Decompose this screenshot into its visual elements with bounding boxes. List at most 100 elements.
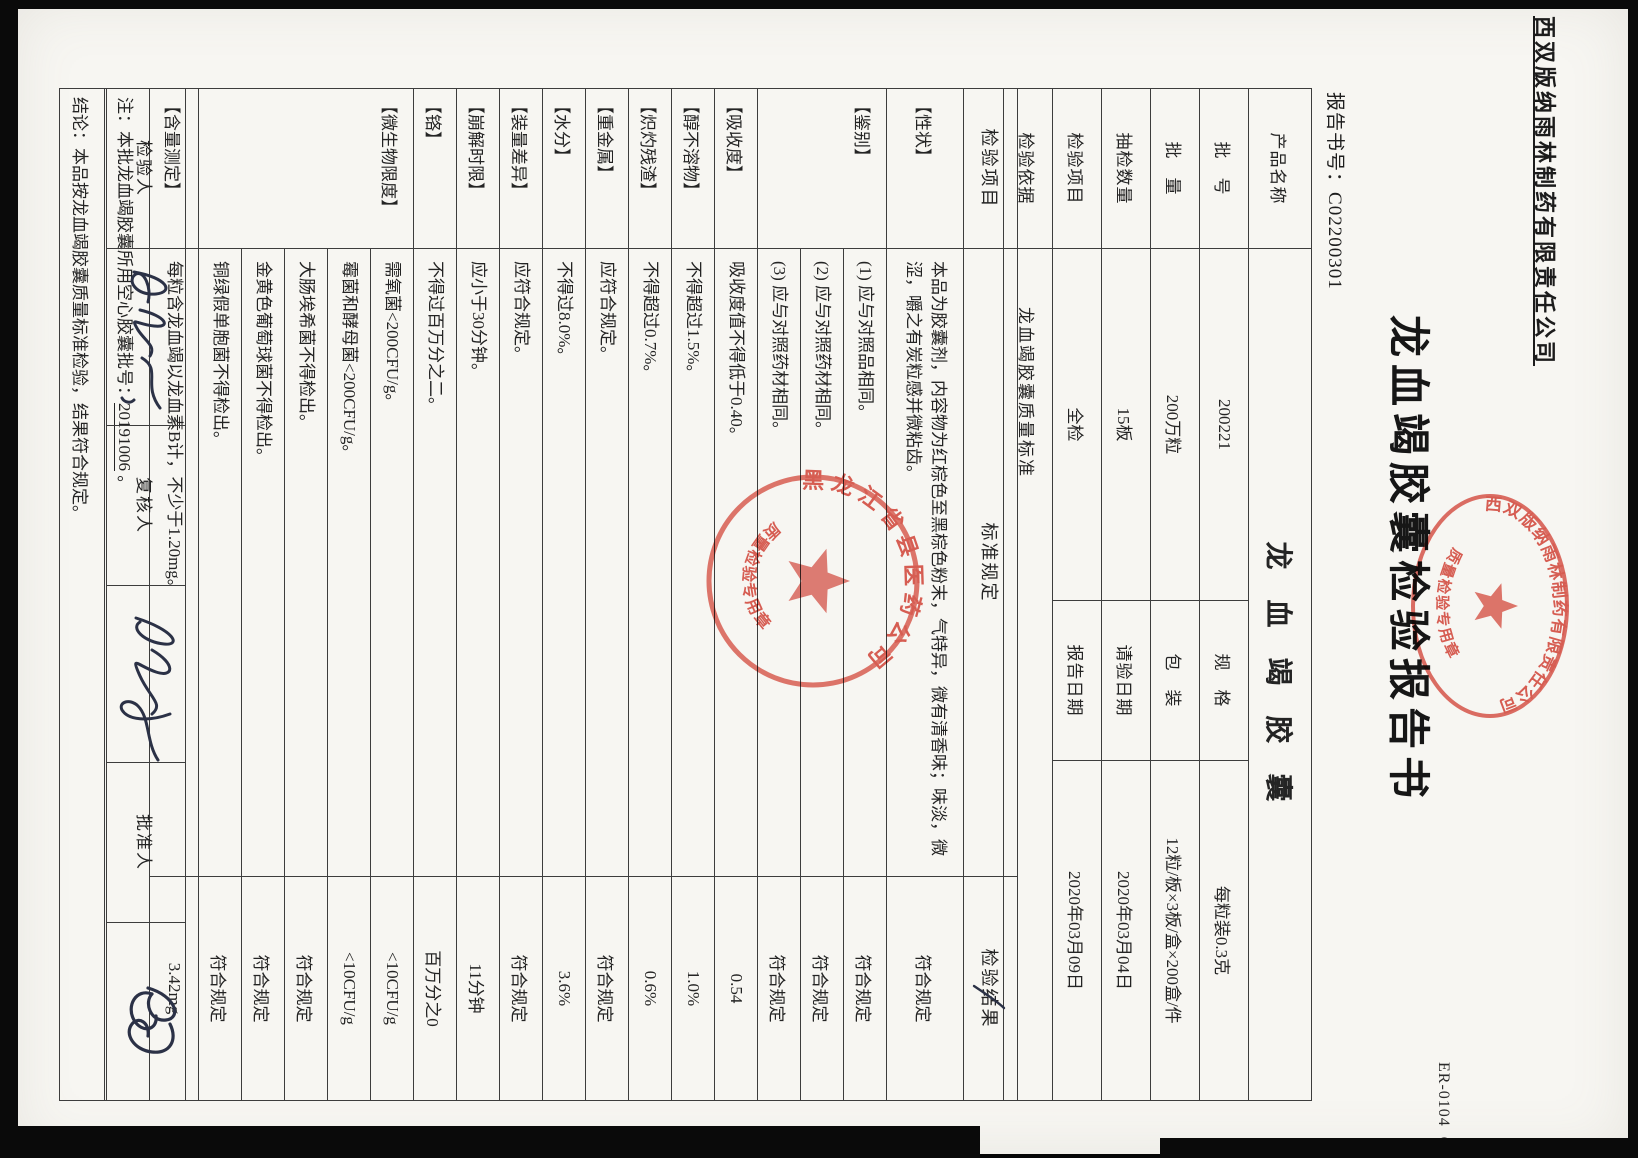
table-row: 【水分】 不得过8.0%。 3.6% bbox=[542, 88, 586, 1101]
table-row: 检验项目 全检 报告日期 2020年03月09日 bbox=[1052, 88, 1102, 1101]
table-row: 批 号 200221 规 格 每粒装0.3克 bbox=[1199, 88, 1249, 1101]
row-result: 1.0% bbox=[671, 876, 715, 1101]
product-name-value: 龙血竭胶囊 bbox=[1248, 248, 1312, 1101]
row-spec: 大肠埃希菌不得检出。 bbox=[284, 248, 328, 877]
approver-signature bbox=[127, 986, 177, 1054]
stamp-bottom-text: 质量检验专用章 bbox=[1433, 545, 1466, 663]
row-item: 【重金属】 bbox=[585, 88, 629, 249]
row-spec: 应小于30分钟。 bbox=[456, 248, 500, 877]
table-row: 【装量差异】 应符合规定。 符合规定 bbox=[499, 88, 543, 1101]
row-result: 符合规定 bbox=[757, 876, 801, 1101]
row-result: 符合规定 bbox=[241, 876, 285, 1101]
scan-border bbox=[0, 0, 1638, 9]
row-spec: 金黄色葡萄球菌不得检出。 bbox=[241, 248, 285, 877]
svg-text:质量检验专用章: 质量检验专用章 bbox=[1433, 545, 1466, 663]
row-result: 百万分之0 bbox=[413, 876, 457, 1101]
company-seal-stamp: 西双版纳雨林制药有限责任公司 质量检验专用章 bbox=[1411, 494, 1570, 718]
report-number: 报告书号：C02200301 bbox=[1323, 92, 1350, 290]
scan-border bbox=[1628, 0, 1638, 1158]
row-result: 3.6% bbox=[542, 876, 586, 1101]
signature-table: 检验人 复核人 批准人 bbox=[106, 88, 186, 1101]
row-spec: 铜绿假单胞菌不得检出。 bbox=[198, 248, 242, 877]
row-item: 【吸收度】 bbox=[714, 88, 758, 249]
table-row: 【铬】 不得过百万分之二。 百万分之0 bbox=[413, 88, 457, 1101]
row-item: 【性状】 bbox=[886, 88, 964, 249]
conclusion-row: 结论：本品按龙血竭胶囊质量标准检验，结果符合规定。 bbox=[59, 88, 105, 1101]
row-result: <10CFU/g bbox=[327, 876, 371, 1101]
table-row: 抽检数量 15板 请验日期 2020年03月04日 bbox=[1101, 88, 1151, 1101]
packing-value: 12粒/板×3板/盒×200盒/件 bbox=[1150, 760, 1200, 1101]
row-spec: 不得过8.0%。 bbox=[542, 248, 586, 877]
row-item: 【微生物限度】 bbox=[198, 88, 414, 249]
row-result: 符合规定 bbox=[886, 876, 964, 1101]
stamp-star-icon bbox=[1474, 583, 1518, 629]
stamp-star-icon bbox=[788, 548, 850, 614]
info-table: 产品名称 龙血竭胶囊 批 号 200221 规 格 每粒装0.3克 批 量 20… bbox=[1003, 88, 1312, 1101]
receiver-seal-stamp: 黑龙江省县医药公司 质量检验专用章 bbox=[706, 468, 926, 688]
row-result: 0.54 bbox=[714, 876, 758, 1101]
row-result: 符合规定 bbox=[284, 876, 328, 1101]
row-spec: 应符合规定。 bbox=[499, 248, 543, 877]
row-result: 符合规定 bbox=[499, 876, 543, 1101]
batch-qty-value: 200万粒 bbox=[1150, 248, 1200, 601]
report-number-label: 报告书号： bbox=[1324, 92, 1345, 193]
test-items-label: 检验项目 bbox=[1052, 88, 1102, 249]
table-row: 【炽灼残渣】 不得超过0.7%。 0.6% bbox=[628, 88, 672, 1101]
product-name-label: 产品名称 bbox=[1248, 88, 1312, 249]
report-number-value: C02200301 bbox=[1324, 192, 1345, 290]
row-result: <10CFU/g bbox=[370, 876, 414, 1101]
signature-row: 检验人 复核人 批准人 bbox=[106, 88, 186, 1101]
handwritten-tick bbox=[972, 984, 1006, 1010]
row-item: 【装量差异】 bbox=[499, 88, 543, 249]
sample-qty-label: 抽检数量 bbox=[1101, 88, 1151, 249]
row-item: 【铬】 bbox=[413, 88, 457, 249]
row-result: 11分钟 bbox=[456, 876, 500, 1101]
row-item: 【鉴别】 bbox=[757, 88, 887, 249]
batch-no-label: 批 号 bbox=[1199, 88, 1249, 249]
spec-label: 规 格 bbox=[1199, 600, 1249, 761]
row-result: 符合规定 bbox=[843, 876, 887, 1101]
svg-text:质量检验专用章: 质量检验专用章 bbox=[739, 519, 785, 635]
batch-qty-label: 批 量 bbox=[1150, 88, 1200, 249]
sample-qty-value: 15板 bbox=[1101, 248, 1151, 601]
col-header-item: 检验项目 bbox=[963, 88, 1018, 249]
approver-label: 批准人 bbox=[106, 762, 186, 923]
row-item: 【崩解时限】 bbox=[456, 88, 500, 249]
row-result: 符合规定 bbox=[198, 876, 242, 1101]
row-spec: 不得过百万分之二。 bbox=[413, 248, 457, 877]
report-date-label: 报告日期 bbox=[1052, 600, 1102, 761]
stamp-bottom-text: 质量检验专用章 bbox=[739, 519, 785, 635]
row-item: 【炽灼残渣】 bbox=[628, 88, 672, 249]
row-spec: 不得超过0.7%。 bbox=[628, 248, 672, 877]
row-spec: 霉菌和酵母菌<200CFU/g。 bbox=[327, 248, 371, 877]
scan-border bbox=[1160, 1138, 1628, 1158]
table-row: 【重金属】 应符合规定。 符合规定 bbox=[585, 88, 629, 1101]
row-result: 符合规定 bbox=[585, 876, 629, 1101]
row-item: 【醇不溶物】 bbox=[671, 88, 715, 249]
test-items-value: 全检 bbox=[1052, 248, 1102, 601]
spec-value: 每粒装0.3克 bbox=[1199, 760, 1249, 1101]
row-result: 符合规定 bbox=[800, 876, 844, 1101]
row-spec: 应符合规定。 bbox=[585, 248, 629, 877]
row-result: 0.6% bbox=[628, 876, 672, 1101]
scan-border bbox=[0, 0, 18, 1158]
table-row: 【微生物限度】 需氧菌<200CFU/g。 <10CFU/g bbox=[198, 88, 414, 1101]
reviewer-label: 复核人 bbox=[106, 425, 186, 586]
conclusion-text: 结论：本品按龙血竭胶囊质量标准检验，结果符合规定。 bbox=[59, 88, 105, 1101]
row-spec: 需氧菌<200CFU/g。 bbox=[370, 248, 414, 877]
request-date-label: 请验日期 bbox=[1101, 600, 1151, 761]
results-header-row: 检验项目 标准规定 检验结果 bbox=[963, 88, 1018, 1101]
report-date-value: 2020年03月09日 bbox=[1052, 760, 1102, 1101]
table-row: 批 量 200万粒 包 装 12粒/板×3板/盒×200盒/件 bbox=[1150, 88, 1200, 1101]
row-item: 【水分】 bbox=[542, 88, 586, 249]
company-name: 西双版纳雨林制药有限责任公司 bbox=[1532, 16, 1557, 367]
packing-label: 包 装 bbox=[1150, 600, 1200, 761]
request-date-value: 2020年03月04日 bbox=[1101, 760, 1151, 1101]
reviewer-signature bbox=[119, 616, 175, 762]
table-row: 【崩解时限】 应小于30分钟。 11分钟 bbox=[456, 88, 500, 1101]
col-header-spec: 标准规定 bbox=[963, 248, 1018, 877]
inspector-label: 检验人 bbox=[106, 88, 186, 249]
table-row: 产品名称 龙血竭胶囊 bbox=[1248, 88, 1312, 1101]
